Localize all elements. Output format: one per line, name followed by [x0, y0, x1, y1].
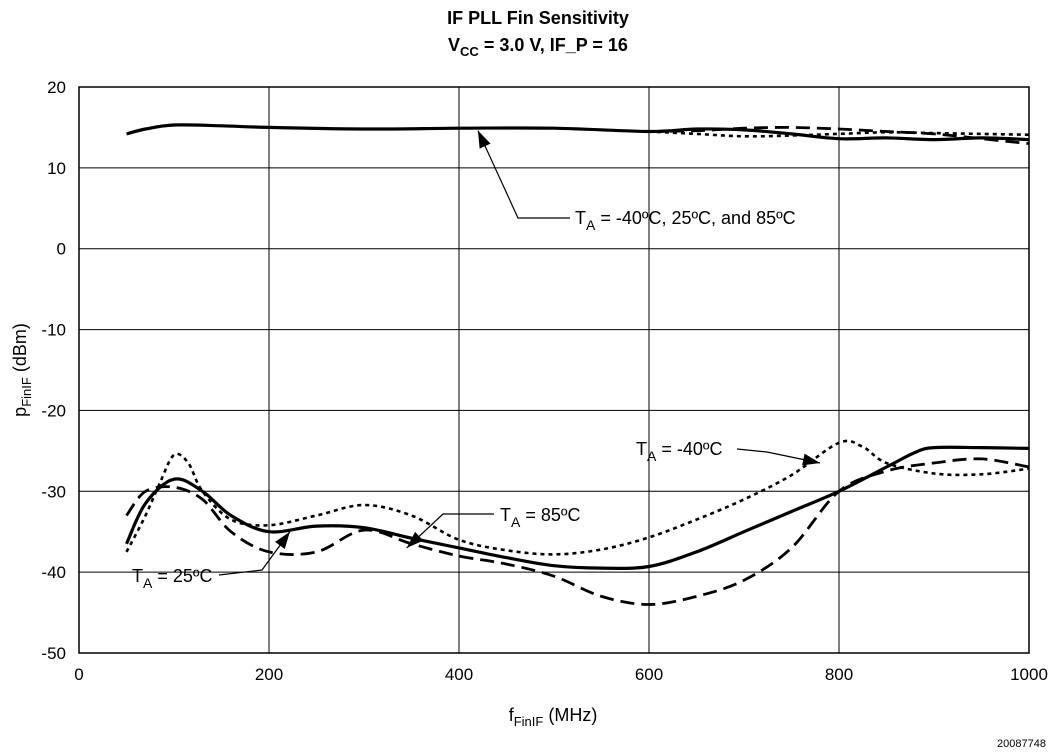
- annotation-arrow-t85: [406, 531, 424, 548]
- x-tick-label: 0: [74, 665, 83, 684]
- annotation-label-all: TA = -40ºC, 25ºC, and 85ºC: [575, 208, 796, 233]
- y-tick-label: -50: [41, 644, 66, 663]
- x-tick-label: 600: [635, 665, 663, 684]
- y-ticks: 20 10 0 -10 -20 -30 -40 -50: [41, 78, 66, 663]
- series-line-dotted-5: [125, 439, 1030, 556]
- chart-title-line1: IF PLL Fin Sensitivity: [447, 8, 629, 28]
- figure-number: 20087748: [997, 738, 1046, 750]
- y-tick-label: -30: [41, 482, 66, 501]
- x-tick-label: 1000: [1010, 665, 1048, 684]
- annotation-leader-t25: [218, 531, 291, 576]
- x-label-sub: FinIF: [514, 714, 544, 729]
- x-tick-label: 800: [825, 665, 853, 684]
- series-line-solid-3: [125, 445, 1030, 570]
- annotation-arrow-t25: [275, 531, 290, 549]
- y-tick-label: 0: [57, 240, 66, 259]
- x-tick-label: 200: [255, 665, 283, 684]
- annotations: TA = -40ºC, 25ºC, and 85ºC TA = -40ºC TA =…: [132, 130, 821, 591]
- annotation-label-t40: TA = -40ºC: [636, 439, 722, 464]
- grid: [78, 86, 1030, 654]
- annotation-arrow-all: [478, 130, 491, 149]
- annotation-arrow-t40: [802, 453, 820, 466]
- title-rest: = 3.0 V, IF_P = 16: [479, 35, 628, 55]
- y-label-main: p: [10, 407, 30, 417]
- y-tick-label: 20: [47, 78, 66, 97]
- y-axis-label: pFinIF (dBm): [10, 323, 34, 417]
- y-tick-label: -20: [41, 401, 66, 420]
- x-tick-label: 400: [445, 665, 473, 684]
- chart-title-line2: VCC = 3.0 V, IF_P = 16: [448, 35, 628, 59]
- y-label-unit: (dBm): [10, 323, 30, 377]
- series-line-solid-0: [126, 123, 1030, 142]
- title-v-sub: CC: [460, 44, 479, 59]
- title-v: V: [448, 35, 460, 55]
- x-ticks: 0 200 400 600 800 1000: [74, 665, 1048, 684]
- series-line-dashed-4: [125, 457, 1030, 606]
- annotation-leader-t40: [736, 448, 821, 464]
- y-tick-label: -10: [41, 321, 66, 340]
- series-lines: [125, 123, 1030, 606]
- annotation-label-t25: TA = 25ºC: [132, 566, 212, 591]
- annotation-leader-all: [477, 130, 570, 219]
- series-line-dashed-1: [648, 125, 1030, 145]
- x-label-main: f: [509, 705, 515, 725]
- x-axis-label: fFinIF (MHz): [509, 705, 598, 729]
- x-label-unit: (MHz): [543, 705, 597, 725]
- y-tick-label: 10: [47, 159, 66, 178]
- y-label-sub: FinIF: [19, 377, 34, 407]
- plot-frame: [78, 86, 1030, 654]
- y-tick-label: -40: [41, 563, 66, 582]
- annotation-label-t85: TA = 85ºC: [500, 505, 580, 530]
